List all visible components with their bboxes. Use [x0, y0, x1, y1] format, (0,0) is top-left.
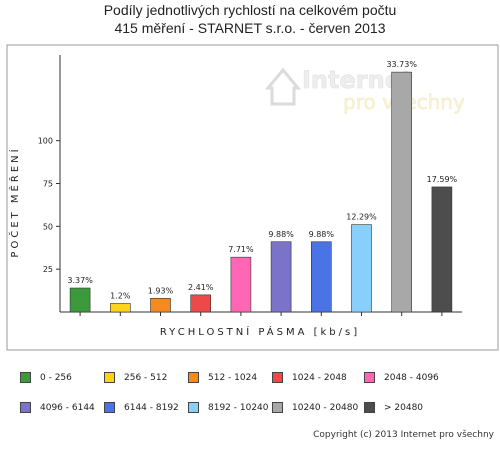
legend-label: 8192 - 10240 — [208, 403, 269, 413]
legend-swatch — [104, 402, 115, 413]
x-ticks — [79, 312, 443, 316]
watermark-logo: Internet pro všechny — [264, 66, 465, 114]
legend-swatch — [188, 372, 199, 383]
copyright-text: Copyright (c) 2013 Internet pro všechny — [313, 430, 494, 440]
bar — [310, 241, 332, 313]
y-tick-label: 75 — [43, 180, 53, 189]
chart-title: Podíly jednotlivých rychlostí na celkové… — [103, 2, 397, 18]
data-label: 1.2% — [110, 291, 131, 300]
x-axis-label: RYCHLOSTNÍ PÁSMA [kb/s] — [160, 325, 360, 338]
legend-label: 256 - 512 — [124, 373, 168, 383]
data-label: 12.29% — [346, 213, 377, 222]
legend-label: 0 - 256 — [40, 373, 72, 383]
y-tick-label: 50 — [43, 222, 53, 231]
bar — [69, 287, 91, 313]
data-label: 2.41% — [188, 283, 214, 292]
data-labels: 3.37% 1.2% 1.93% 2.41% 7.71% 9.88% 9.88% 12.29%… — [67, 60, 457, 300]
data-label: 17.59% — [427, 175, 458, 184]
data-label: 9.88% — [309, 230, 335, 239]
bar — [270, 241, 292, 313]
bar — [230, 256, 252, 313]
y-tick-label: 100 — [38, 137, 53, 146]
bar — [391, 71, 413, 313]
bar — [150, 297, 171, 313]
chart-subtitle: 415 měření - STARNET s.r.o. - červen 201… — [114, 20, 386, 36]
legend-label: 512 - 1024 — [208, 373, 258, 383]
data-label: 33.73% — [386, 60, 417, 69]
data-label: 1.93% — [148, 286, 174, 295]
bar — [431, 186, 453, 313]
bar — [351, 224, 372, 313]
legend-swatch — [364, 402, 375, 413]
y-ticks: 25 50 75 100 — [38, 137, 60, 274]
legend-swatch — [272, 402, 283, 413]
legend-label: > 20480 — [384, 403, 424, 413]
house-icon — [264, 67, 302, 106]
legend-label: 6144 - 8192 — [124, 403, 179, 413]
bar — [110, 303, 131, 313]
legend-label: 2048 - 4096 — [384, 373, 439, 383]
bars — [69, 71, 453, 313]
plot-frame — [6, 44, 499, 351]
legend-swatch — [272, 372, 283, 383]
y-tick-label: 25 — [43, 265, 53, 274]
legend-swatch — [20, 402, 31, 413]
legend-swatch — [364, 372, 375, 383]
legend-label: 10240 - 20480 — [292, 403, 359, 413]
bar — [190, 294, 211, 313]
data-label: 7.71% — [228, 245, 254, 254]
data-label: 9.88% — [268, 230, 294, 239]
legend-swatch — [188, 402, 199, 413]
y-axis-label: POČET MĚŘENÍ — [8, 146, 21, 257]
legend-swatch — [104, 372, 115, 383]
data-label: 3.37% — [67, 276, 93, 285]
legend-label: 1024 - 2048 — [292, 373, 347, 383]
legend-swatch — [20, 372, 31, 383]
legend-label: 4096 - 6144 — [40, 403, 95, 413]
